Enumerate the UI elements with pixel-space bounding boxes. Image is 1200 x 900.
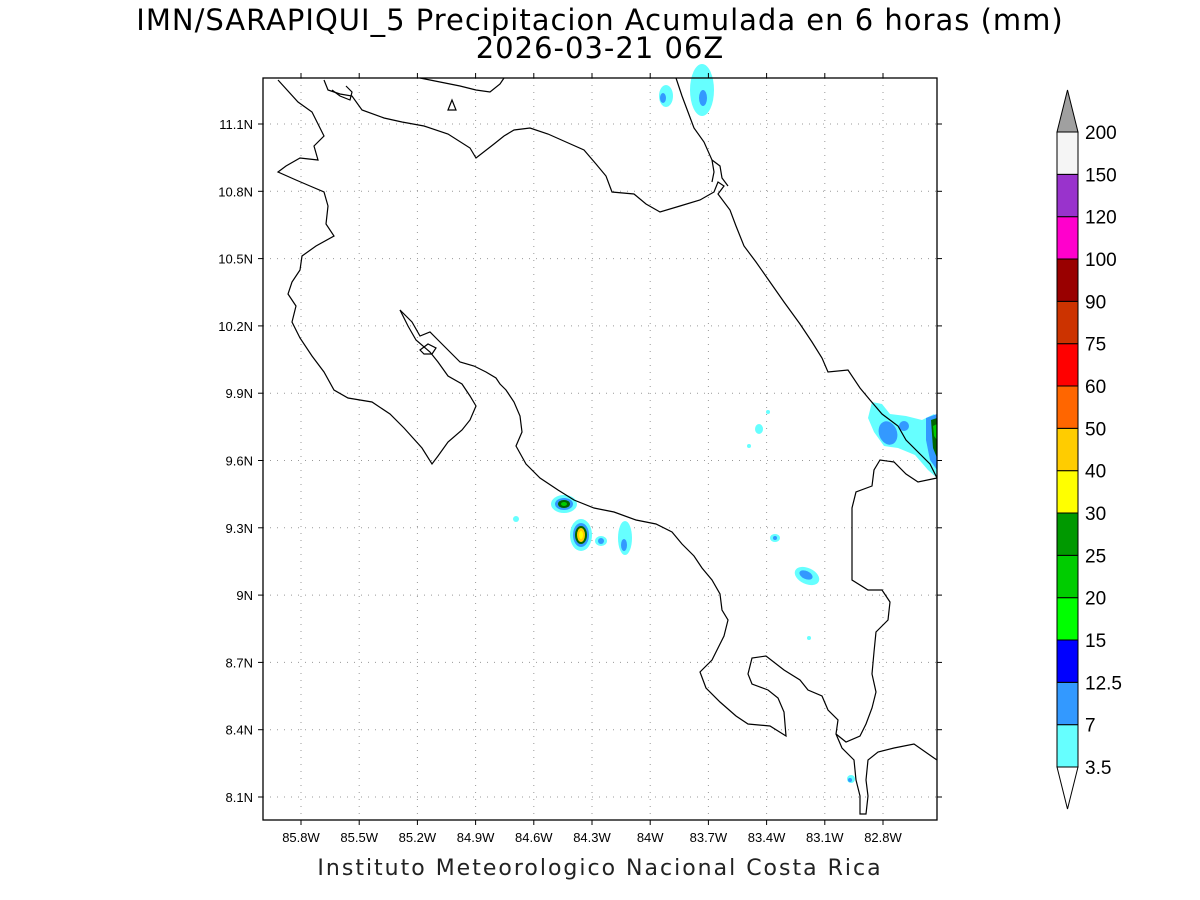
- lon-tick-label: 82.8W: [864, 830, 902, 845]
- colorbar-over-triangle: [1056, 89, 1079, 133]
- lat-tick-label: 10.5N: [218, 252, 253, 267]
- colorbar-level-label: 60: [1085, 377, 1106, 398]
- lon-tick-label: 84.9W: [457, 830, 495, 845]
- map-subtitle-datetime: 2026-03-21 06Z: [475, 31, 725, 65]
- lat-tick-label: 9N: [236, 588, 253, 603]
- coastlines-borders: [276, 77, 938, 815]
- colorbar-level-label: 40: [1085, 462, 1106, 483]
- latitude-tick-labels: 11.1N 10.8N 10.5N 10.2N 9.9N 9.6N 9.3N 9N 8.7N 8.…: [218, 117, 942, 805]
- lat-tick-label: 9.6N: [226, 454, 253, 469]
- colorbar-level-label: 30: [1085, 504, 1106, 525]
- lon-tick-label: 84.6W: [515, 830, 553, 845]
- lat-tick-label: 11.1N: [219, 117, 253, 132]
- colorbar-level-label: 200: [1085, 123, 1117, 144]
- colorbar-swatch: [1056, 216, 1079, 260]
- lon-tick-label: 83.1W: [806, 830, 844, 845]
- colorbar-legend: 3.5 7 12.5 15 20 25 30 40 50 60 75 90 100 120 150 200: [1056, 89, 1122, 810]
- lat-tick-label: 8.4N: [226, 723, 253, 738]
- colorbar-swatch: [1056, 385, 1079, 429]
- colorbar-swatch: [1056, 427, 1079, 472]
- colorbar-level-label: 50: [1085, 419, 1106, 440]
- colorbar-level-label: 120: [1085, 208, 1117, 229]
- colorbar-swatch: [1056, 131, 1079, 175]
- colorbar-level-label: 7: [1085, 716, 1096, 737]
- lon-tick-label: 84W: [637, 830, 664, 845]
- colorbar-level-label: 90: [1085, 292, 1106, 313]
- colorbar-swatch: [1056, 554, 1079, 599]
- lat-tick-label: 10.2N: [218, 319, 253, 334]
- colorbar-swatch: [1056, 681, 1079, 726]
- lon-tick-label: 85.5W: [340, 830, 378, 845]
- colorbar-swatch: [1056, 639, 1079, 683]
- colorbar-level-label: 75: [1085, 335, 1106, 356]
- lat-tick-label: 10.8N: [218, 184, 253, 199]
- colorbar-swatch: [1056, 173, 1079, 218]
- lon-tick-label: 84.3W: [573, 830, 611, 845]
- colorbar-swatch: [1056, 512, 1079, 556]
- lon-tick-label: 85.8W: [282, 830, 320, 845]
- lon-tick-label: 83.4W: [748, 830, 786, 845]
- colorbar-level-label: 150: [1085, 165, 1117, 186]
- colorbar-swatch: [1056, 300, 1079, 345]
- plot-area: [262, 64, 938, 821]
- lon-tick-label: 85.2W: [399, 830, 437, 845]
- colorbar-level-label: 25: [1085, 546, 1106, 567]
- colorbar-level-label: 3.5: [1085, 758, 1111, 779]
- lat-tick-label: 8.1N: [226, 790, 253, 805]
- lat-tick-label: 9.3N: [226, 521, 253, 536]
- colorbar-under-triangle: [1056, 766, 1079, 810]
- footer-credit: Instituto Meteorologico Nacional Costa R…: [317, 856, 883, 881]
- colorbar-swatch: [1056, 597, 1079, 641]
- map-title: IMN/SARAPIQUI_5 Precipitacion Acumulada …: [136, 3, 1064, 37]
- colorbar-swatch: [1056, 470, 1079, 514]
- longitude-tick-labels: 85.8W 85.5W 85.2W 84.9W 84.6W 84.3W 84W 83.7W 83…: [282, 73, 903, 845]
- colorbar-level-label: 12.5: [1085, 673, 1122, 694]
- colorbar-swatch: [1056, 724, 1079, 768]
- grid-lines: [263, 78, 937, 820]
- lat-tick-label: 8.7N: [226, 655, 253, 670]
- colorbar-level-label: 100: [1085, 250, 1117, 271]
- colorbar-swatch: [1056, 258, 1079, 302]
- colorbar-swatch: [1056, 343, 1079, 387]
- colorbar-level-label: 20: [1085, 589, 1106, 610]
- lat-tick-label: 9.9N: [226, 386, 253, 401]
- lon-tick-label: 83.7W: [690, 830, 728, 845]
- colorbar-level-label: 15: [1085, 631, 1106, 652]
- precipitation-shading: [513, 64, 937, 783]
